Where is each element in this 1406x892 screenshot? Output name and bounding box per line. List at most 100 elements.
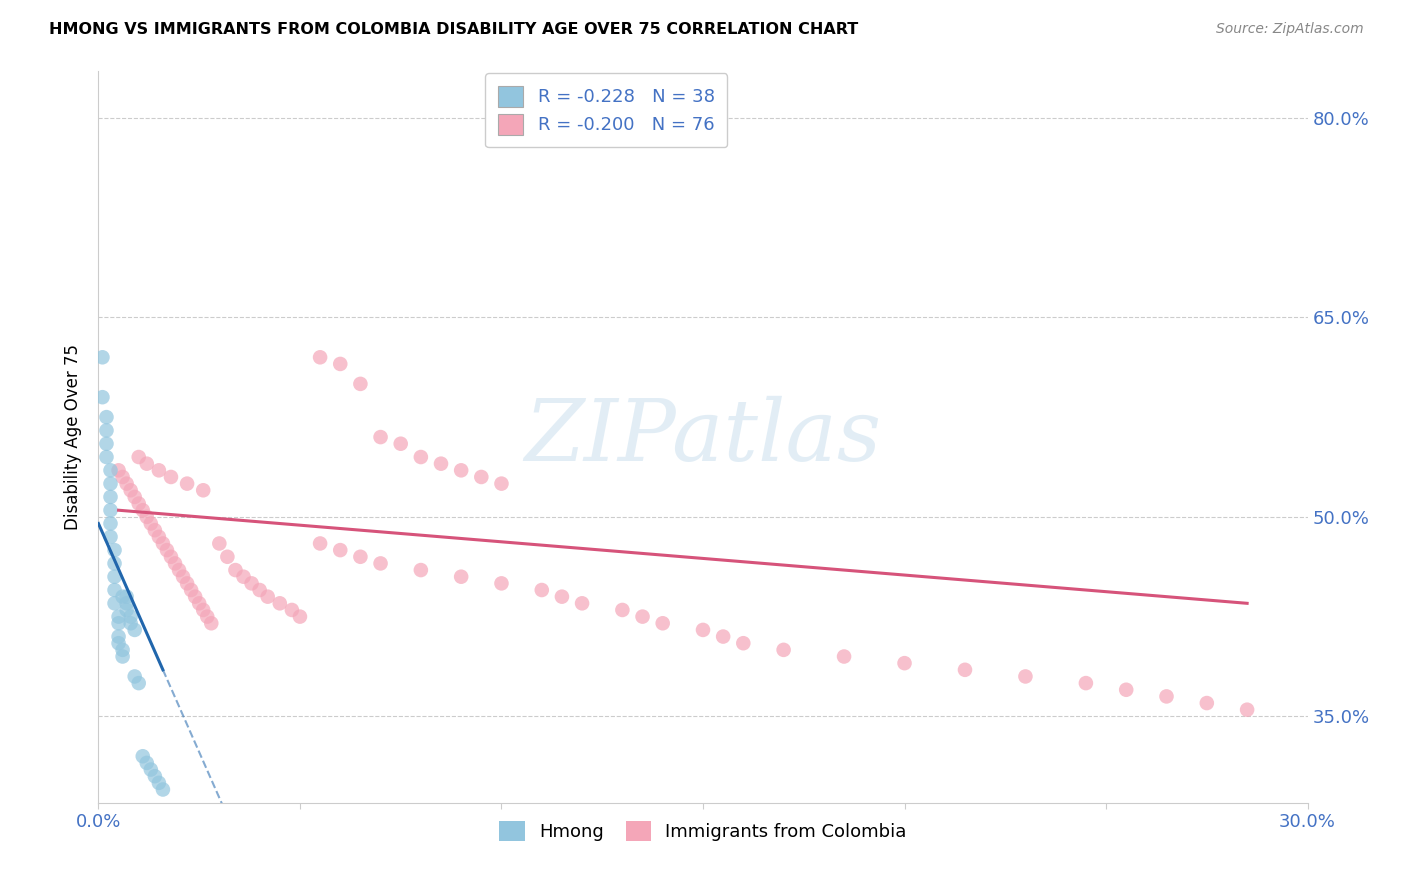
Point	[551, 590, 574, 604]
Point	[115, 596, 138, 610]
Point	[111, 470, 134, 484]
Point	[240, 576, 263, 591]
Point	[148, 776, 170, 790]
Point	[163, 557, 186, 571]
Point	[115, 603, 138, 617]
Point	[124, 490, 146, 504]
Point	[135, 756, 157, 770]
Point	[96, 450, 118, 464]
Point	[692, 623, 714, 637]
Point	[128, 676, 150, 690]
Point	[450, 463, 472, 477]
Point	[107, 616, 129, 631]
Text: Source: ZipAtlas.com: Source: ZipAtlas.com	[1216, 22, 1364, 37]
Point	[128, 497, 150, 511]
Point	[224, 563, 246, 577]
Point	[491, 576, 513, 591]
Point	[232, 570, 254, 584]
Point	[1236, 703, 1258, 717]
Point	[135, 457, 157, 471]
Point	[450, 570, 472, 584]
Point	[107, 609, 129, 624]
Point	[103, 582, 125, 597]
Point	[143, 769, 166, 783]
Point	[103, 557, 125, 571]
Point	[193, 603, 215, 617]
Legend: Hmong, Immigrants from Colombia: Hmong, Immigrants from Colombia	[492, 814, 914, 848]
Point	[152, 536, 174, 550]
Point	[100, 490, 122, 504]
Point	[160, 549, 183, 564]
Point	[143, 523, 166, 537]
Point	[651, 616, 673, 631]
Point	[893, 656, 915, 670]
Point	[309, 351, 332, 365]
Point	[200, 616, 222, 631]
Point	[96, 424, 118, 438]
Point	[193, 483, 215, 498]
Point	[132, 503, 155, 517]
Point	[188, 596, 211, 610]
Point	[953, 663, 976, 677]
Point	[160, 470, 183, 484]
Point	[103, 596, 125, 610]
Point	[329, 357, 352, 371]
Point	[430, 457, 453, 471]
Point	[733, 636, 755, 650]
Point	[269, 596, 291, 610]
Point	[100, 530, 122, 544]
Point	[409, 450, 432, 464]
Point	[107, 463, 129, 477]
Point	[111, 649, 134, 664]
Point	[107, 630, 129, 644]
Point	[96, 410, 118, 425]
Point	[139, 763, 162, 777]
Point	[772, 643, 794, 657]
Point	[91, 390, 114, 404]
Point	[120, 483, 142, 498]
Point	[571, 596, 593, 610]
Point	[256, 590, 278, 604]
Point	[249, 582, 271, 597]
Point	[139, 516, 162, 531]
Point	[195, 609, 218, 624]
Point	[281, 603, 304, 617]
Point	[217, 549, 239, 564]
Point	[115, 590, 138, 604]
Point	[409, 563, 432, 577]
Point	[100, 503, 122, 517]
Point	[389, 436, 412, 450]
Point	[103, 570, 125, 584]
Point	[1074, 676, 1097, 690]
Point	[128, 450, 150, 464]
Point	[132, 749, 155, 764]
Text: HMONG VS IMMIGRANTS FROM COLOMBIA DISABILITY AGE OVER 75 CORRELATION CHART: HMONG VS IMMIGRANTS FROM COLOMBIA DISABI…	[49, 22, 859, 37]
Point	[180, 582, 202, 597]
Point	[711, 630, 734, 644]
Point	[96, 436, 118, 450]
Point	[1156, 690, 1178, 704]
Point	[100, 516, 122, 531]
Point	[1014, 669, 1036, 683]
Point	[184, 590, 207, 604]
Point	[176, 576, 198, 591]
Point	[470, 470, 492, 484]
Point	[1195, 696, 1218, 710]
Point	[172, 570, 194, 584]
Point	[612, 603, 634, 617]
Point	[148, 463, 170, 477]
Point	[152, 782, 174, 797]
Point	[349, 549, 371, 564]
Point	[167, 563, 190, 577]
Point	[156, 543, 179, 558]
Point	[135, 509, 157, 524]
Point	[1115, 682, 1137, 697]
Point	[329, 543, 352, 558]
Point	[832, 649, 855, 664]
Point	[103, 543, 125, 558]
Point	[115, 476, 138, 491]
Y-axis label: Disability Age Over 75: Disability Age Over 75	[65, 344, 83, 530]
Point	[176, 476, 198, 491]
Point	[100, 476, 122, 491]
Point	[370, 430, 392, 444]
